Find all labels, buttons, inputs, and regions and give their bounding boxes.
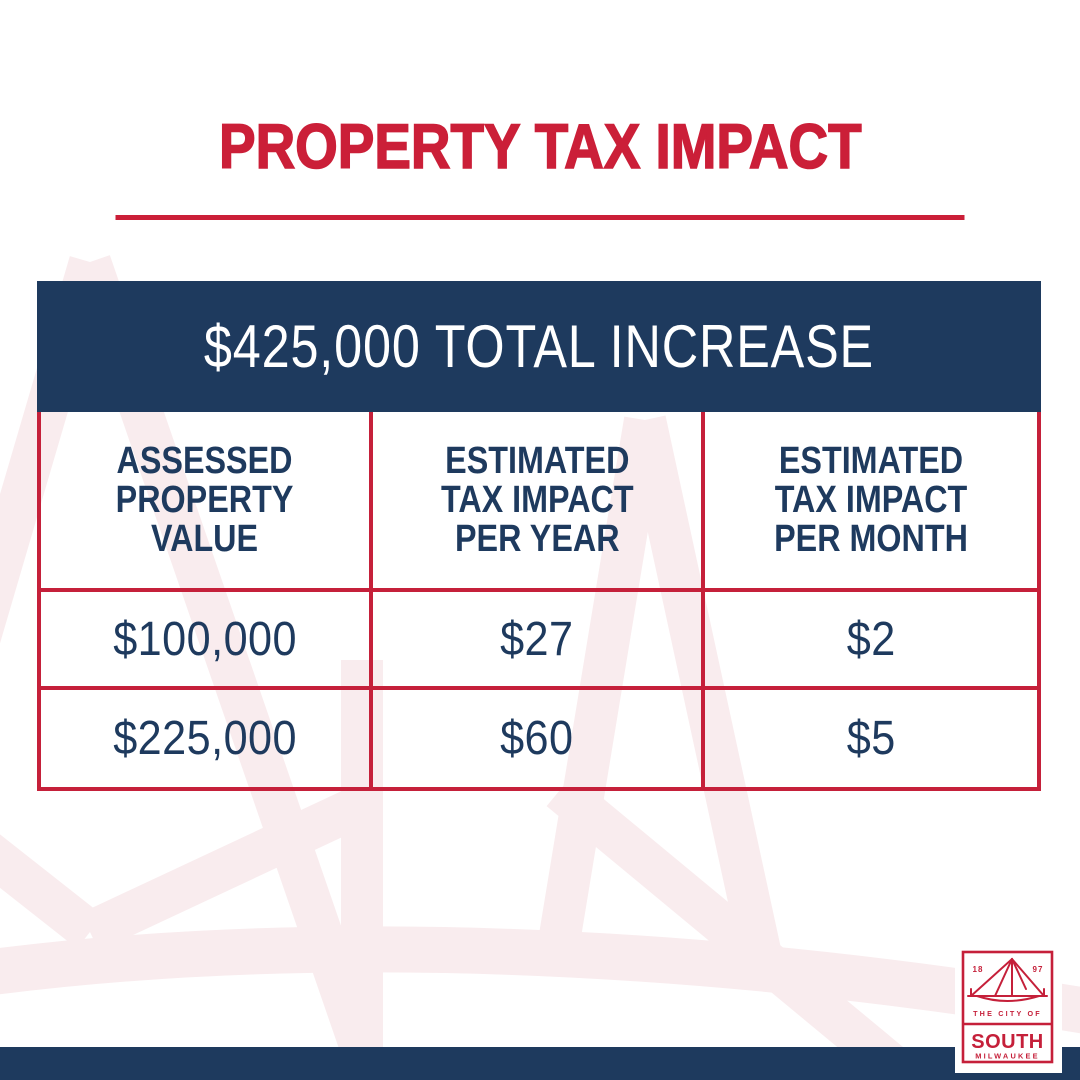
bottom-bar [0, 1047, 1080, 1080]
cell-value: $27 [500, 612, 574, 666]
total-increase-text: $425,000 TOTAL INCREASE [203, 312, 875, 380]
logo-city: SOUTH [971, 1031, 1044, 1053]
header-cell-impact-per-month: ESTIMATED TAX IMPACT PER MONTH [705, 412, 1037, 592]
header-cell-impact-per-year: ESTIMATED TAX IMPACT PER YEAR [373, 412, 705, 592]
table-cell: $27 [373, 592, 705, 690]
header-cell-assessed-value: ASSESSED PROPERTY VALUE [41, 412, 373, 592]
tax-impact-table: ASSESSED PROPERTY VALUE ESTIMATED TAX IM… [37, 412, 1041, 791]
table-cell: $225,000 [41, 690, 373, 787]
cell-value: $5 [846, 712, 896, 765]
logo-state: MILWAUKEE [975, 1052, 1040, 1061]
table-cell: $2 [705, 592, 1037, 690]
page-title-text: PROPERTY TAX IMPACT [218, 112, 862, 182]
cell-value: $100,000 [113, 612, 297, 666]
cell-value: $225,000 [113, 712, 297, 765]
header-text: ASSESSED PROPERTY VALUE [116, 439, 294, 560]
table-cell: $100,000 [41, 592, 373, 690]
header-text: ESTIMATED TAX IMPACT PER YEAR [440, 439, 634, 560]
city-logo-badge: 18 97 THE CITY OF SOUTH MILWAUKEE [955, 943, 1062, 1073]
table-cell: $5 [705, 690, 1037, 787]
title-underline [115, 215, 965, 220]
table-cell: $60 [373, 690, 705, 787]
logo-tagline: THE CITY OF [973, 1009, 1042, 1018]
cell-value: $60 [500, 712, 574, 765]
page-title: PROPERTY TAX IMPACT [0, 112, 1080, 182]
logo-year-left: 18 [973, 965, 984, 974]
logo-year-right: 97 [1033, 965, 1044, 974]
total-increase-banner: $425,000 TOTAL INCREASE [37, 281, 1041, 412]
city-logo: 18 97 THE CITY OF SOUTH MILWAUKEE [961, 950, 1054, 1064]
cell-value: $2 [846, 612, 896, 666]
header-text: ESTIMATED TAX IMPACT PER MONTH [774, 439, 968, 560]
bridge-icon [967, 957, 1048, 1002]
